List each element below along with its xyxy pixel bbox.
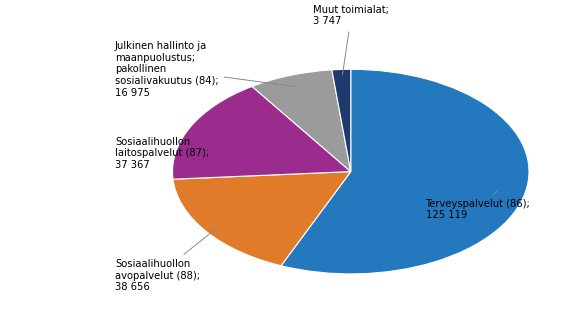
Text: Julkinen hallinto ja
maanpuolustus;
pakollinen
sosialivakuutus (84);
16 975: Julkinen hallinto ja maanpuolustus; pako… <box>115 41 295 97</box>
Wedge shape <box>172 86 351 179</box>
Wedge shape <box>281 69 529 274</box>
Wedge shape <box>173 172 351 266</box>
Text: Muut toimialat;
3 747: Muut toimialat; 3 747 <box>313 5 389 75</box>
Wedge shape <box>332 69 351 172</box>
Wedge shape <box>252 70 351 172</box>
Text: Sosiaalihuollon
avopalvelut (88);
38 656: Sosiaalihuollon avopalvelut (88); 38 656 <box>115 227 218 292</box>
Text: Terveyspalvelut (86);
125 119: Terveyspalvelut (86); 125 119 <box>426 191 530 220</box>
Text: Sosiaalihuollon
laitospalvelut (87);
37 367: Sosiaalihuollon laitospalvelut (87); 37 … <box>115 133 214 170</box>
